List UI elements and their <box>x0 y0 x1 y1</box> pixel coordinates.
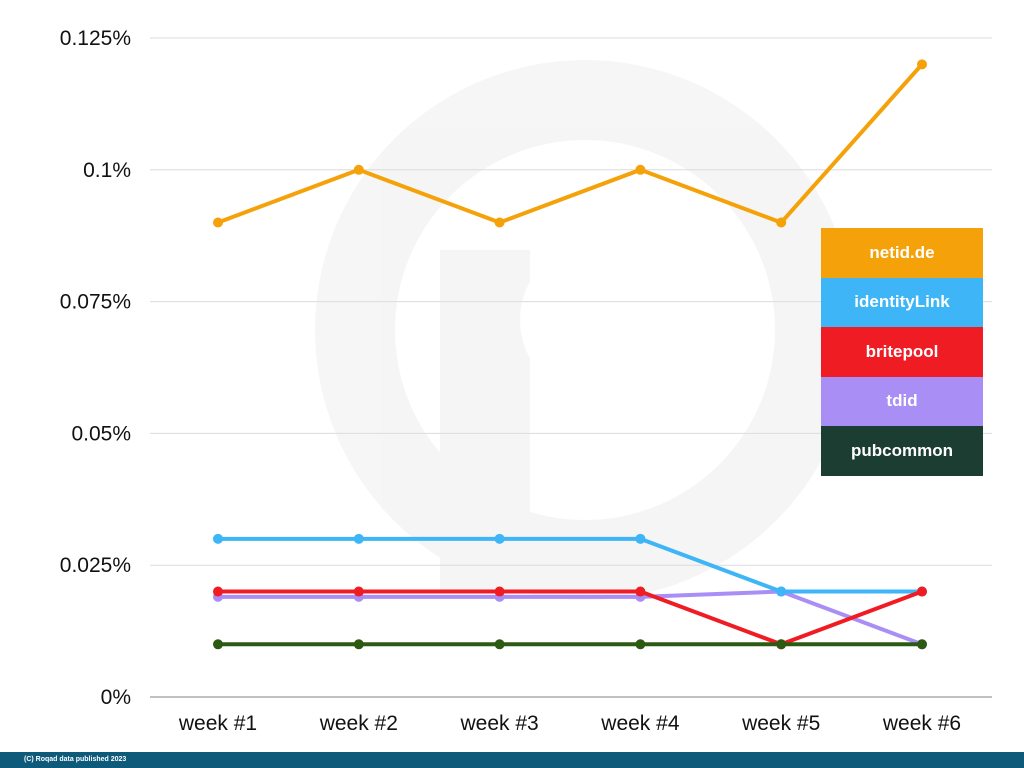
x-tick-label: week #4 <box>600 712 680 735</box>
y-tick-label: 0% <box>101 686 131 709</box>
data-point <box>494 639 505 650</box>
line-chart: 0%0.025%0.05%0.075%0.1%0.125% week #1 wee… <box>60 27 992 735</box>
data-point <box>776 217 787 228</box>
x-tick-label: week #5 <box>741 712 820 735</box>
data-point <box>494 217 505 228</box>
data-point <box>635 586 646 597</box>
data-point <box>213 586 223 597</box>
y-tick-label: 0.025% <box>60 554 131 577</box>
data-point <box>353 533 364 544</box>
legend-item-identitylink: identityLink <box>821 277 983 327</box>
y-tick-label: 0.05% <box>71 422 131 445</box>
grid-lines <box>150 37 992 698</box>
series-line-identitylink <box>216 536 924 594</box>
data-point <box>917 59 927 70</box>
data-point <box>353 586 364 597</box>
x-tick-label: week #2 <box>319 712 398 735</box>
y-tick-label: 0.125% <box>60 27 131 50</box>
legend-item-britepool: britepool <box>821 327 983 377</box>
y-tick-label: 0.1% <box>83 159 131 182</box>
series-group <box>213 59 927 650</box>
data-point <box>917 639 927 650</box>
data-point <box>776 586 787 597</box>
footer-bar: (C) Roqad data published 2023 <box>0 752 1024 768</box>
data-point <box>635 639 646 650</box>
series-line-netid-de <box>216 62 924 225</box>
copyright-text: (C) Roqad data published 2023 <box>24 756 127 763</box>
x-tick-label: week #3 <box>459 712 538 735</box>
legend-item-netid-de: netid.de <box>821 228 983 278</box>
data-point <box>353 164 364 175</box>
data-point <box>353 639 364 650</box>
x-axis-ticks: week #1 week #2 week #3 week #4 week #5 week … <box>178 712 961 735</box>
x-tick-label: week #1 <box>178 712 257 735</box>
series-line-tdid <box>216 589 924 647</box>
data-point <box>213 639 223 650</box>
legend-item-tdid: tdid <box>821 376 983 426</box>
series-line-britepool <box>216 589 924 647</box>
data-point <box>494 533 505 544</box>
data-point <box>213 533 223 544</box>
data-point <box>776 639 787 650</box>
data-point <box>213 217 223 228</box>
data-point <box>917 586 927 597</box>
data-point <box>635 164 646 175</box>
data-point <box>494 586 505 597</box>
x-tick-label: week #6 <box>882 712 961 735</box>
y-tick-label: 0.075% <box>60 291 131 314</box>
data-point <box>635 533 646 544</box>
legend-item-pubcommon: pubcommon <box>821 426 983 476</box>
y-axis-ticks: 0% 0.025% 0.05% 0.075% 0.1% 0.125% <box>60 27 131 709</box>
legend: netid.de identityLink britepool tdid pubcomm… <box>821 228 983 476</box>
watermark-logo <box>315 60 855 600</box>
